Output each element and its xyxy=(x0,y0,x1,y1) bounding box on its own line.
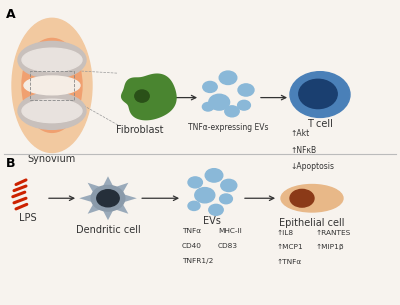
Text: TNFR1/2: TNFR1/2 xyxy=(182,258,213,264)
Text: Dendritic cell: Dendritic cell xyxy=(76,225,140,235)
Circle shape xyxy=(299,79,337,109)
Text: Synovium: Synovium xyxy=(28,154,76,164)
Circle shape xyxy=(209,204,223,215)
Text: EVs: EVs xyxy=(203,216,221,226)
Ellipse shape xyxy=(290,189,314,207)
Text: CD83: CD83 xyxy=(218,243,238,249)
Ellipse shape xyxy=(18,41,86,78)
Text: ↑TNFα: ↑TNFα xyxy=(277,259,302,265)
Circle shape xyxy=(205,169,223,182)
Text: ↑MIP1β: ↑MIP1β xyxy=(315,244,344,250)
Text: LPS: LPS xyxy=(19,213,37,223)
Text: ↑RANTES: ↑RANTES xyxy=(315,230,350,236)
Circle shape xyxy=(219,71,237,84)
Circle shape xyxy=(91,185,125,211)
Text: MHC-II: MHC-II xyxy=(218,228,242,234)
Ellipse shape xyxy=(18,92,86,129)
Circle shape xyxy=(238,84,254,96)
Circle shape xyxy=(290,72,350,117)
Polygon shape xyxy=(121,74,177,120)
Circle shape xyxy=(188,177,202,188)
Text: Epithelial cell: Epithelial cell xyxy=(279,218,345,228)
Ellipse shape xyxy=(135,90,149,102)
Circle shape xyxy=(188,201,200,210)
Text: ↑IL8: ↑IL8 xyxy=(277,230,294,236)
Ellipse shape xyxy=(12,18,92,152)
Circle shape xyxy=(97,190,119,207)
Text: Fibroblast: Fibroblast xyxy=(116,125,164,135)
Text: B: B xyxy=(6,157,16,170)
Text: CD40: CD40 xyxy=(182,243,202,249)
Polygon shape xyxy=(79,176,137,220)
Circle shape xyxy=(195,188,215,203)
Text: ↑NFκB: ↑NFκB xyxy=(290,145,316,155)
Text: TNFα: TNFα xyxy=(182,228,201,234)
Circle shape xyxy=(220,194,232,204)
Circle shape xyxy=(209,94,230,110)
Ellipse shape xyxy=(22,48,82,72)
Circle shape xyxy=(202,102,214,111)
Circle shape xyxy=(221,179,237,192)
Ellipse shape xyxy=(24,76,80,95)
Text: A: A xyxy=(6,8,16,21)
Circle shape xyxy=(203,81,217,92)
Text: ↑MCP1: ↑MCP1 xyxy=(277,245,304,250)
Text: T cell: T cell xyxy=(307,119,333,129)
Text: TNFα-expressing EVs: TNFα-expressing EVs xyxy=(188,123,268,132)
Text: ↑Akt: ↑Akt xyxy=(290,129,309,138)
Circle shape xyxy=(225,106,239,117)
Circle shape xyxy=(238,100,250,110)
Ellipse shape xyxy=(281,185,343,212)
Text: ↓Apoptosis: ↓Apoptosis xyxy=(290,162,334,171)
Ellipse shape xyxy=(22,38,82,132)
Ellipse shape xyxy=(22,99,82,123)
Bar xyxy=(30,71,74,100)
